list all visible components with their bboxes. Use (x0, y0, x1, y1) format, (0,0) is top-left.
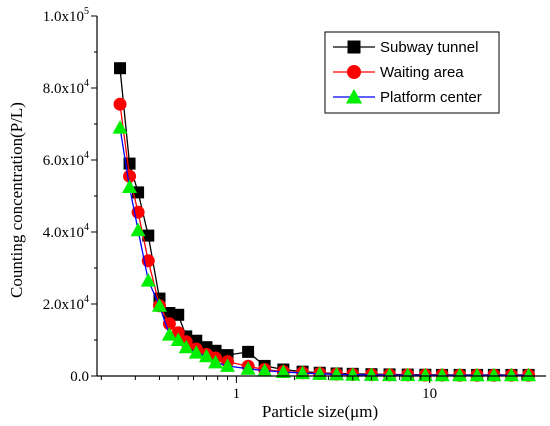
square-marker (142, 229, 155, 242)
triangle-marker (382, 367, 398, 382)
circle-marker (123, 169, 137, 183)
y-tick-label: 0.0 (70, 369, 89, 385)
circle-marker (347, 65, 361, 79)
triangle-marker (240, 361, 256, 375)
triangle-marker (208, 354, 224, 369)
triangle-marker (345, 88, 363, 104)
triangle-marker (220, 358, 236, 372)
y-tick-label: 2.0x104 (43, 294, 89, 313)
triangle-marker (329, 366, 345, 381)
triangle-marker (198, 348, 214, 363)
triangle-marker (452, 367, 468, 382)
x-axis-title: Particle size(μm) (262, 402, 378, 421)
triangle-marker (417, 367, 433, 382)
triangle-marker (178, 339, 194, 354)
triangle-marker (112, 120, 128, 134)
legend-label: Waiting area (380, 64, 464, 81)
triangle-marker (188, 345, 204, 359)
y-tick-label: 6.0x104 (43, 150, 89, 169)
y-tick-label: 8.0x104 (43, 78, 89, 97)
series-triangle (112, 120, 537, 382)
y-tick-label: 4.0x104 (43, 222, 89, 241)
square-marker (347, 40, 361, 54)
triangle-marker (130, 222, 146, 237)
x-tick-label: 1 (233, 386, 241, 402)
y-axis-title: Counting concentration(P/L) (7, 102, 26, 298)
triangle-marker (503, 367, 519, 382)
triangle-marker (140, 273, 156, 287)
y-tick-label: 1.0x105 (43, 6, 89, 25)
triangle-marker (400, 367, 416, 382)
triangle-marker (521, 367, 537, 382)
triangle-marker (434, 367, 450, 382)
triangle-marker (151, 298, 167, 312)
triangle-marker (275, 364, 291, 379)
square-marker (242, 345, 255, 358)
triangle-marker (122, 179, 138, 193)
square-marker (132, 186, 145, 199)
axes-layer: 0.0 2.0x104 4.0x104 6.0x104 8.0x104 1.0x105 1 1… (43, 6, 546, 402)
triangle-marker (161, 327, 177, 341)
plot-layer (112, 62, 537, 382)
square-marker (172, 308, 185, 321)
legend-label: Platform center (380, 89, 482, 106)
x-tick-label: 10 (422, 386, 437, 402)
legend: Subway tunnel Waiting area Platform center (324, 31, 500, 114)
square-marker (114, 62, 127, 75)
triangle-marker (363, 367, 379, 381)
triangle-marker (345, 367, 361, 381)
circle-marker (113, 97, 127, 111)
triangle-marker (170, 332, 186, 346)
legend-label: Subway tunnel (380, 39, 478, 56)
triangle-marker (486, 367, 502, 382)
triangle-marker (469, 367, 485, 382)
triangle-marker (257, 363, 273, 377)
